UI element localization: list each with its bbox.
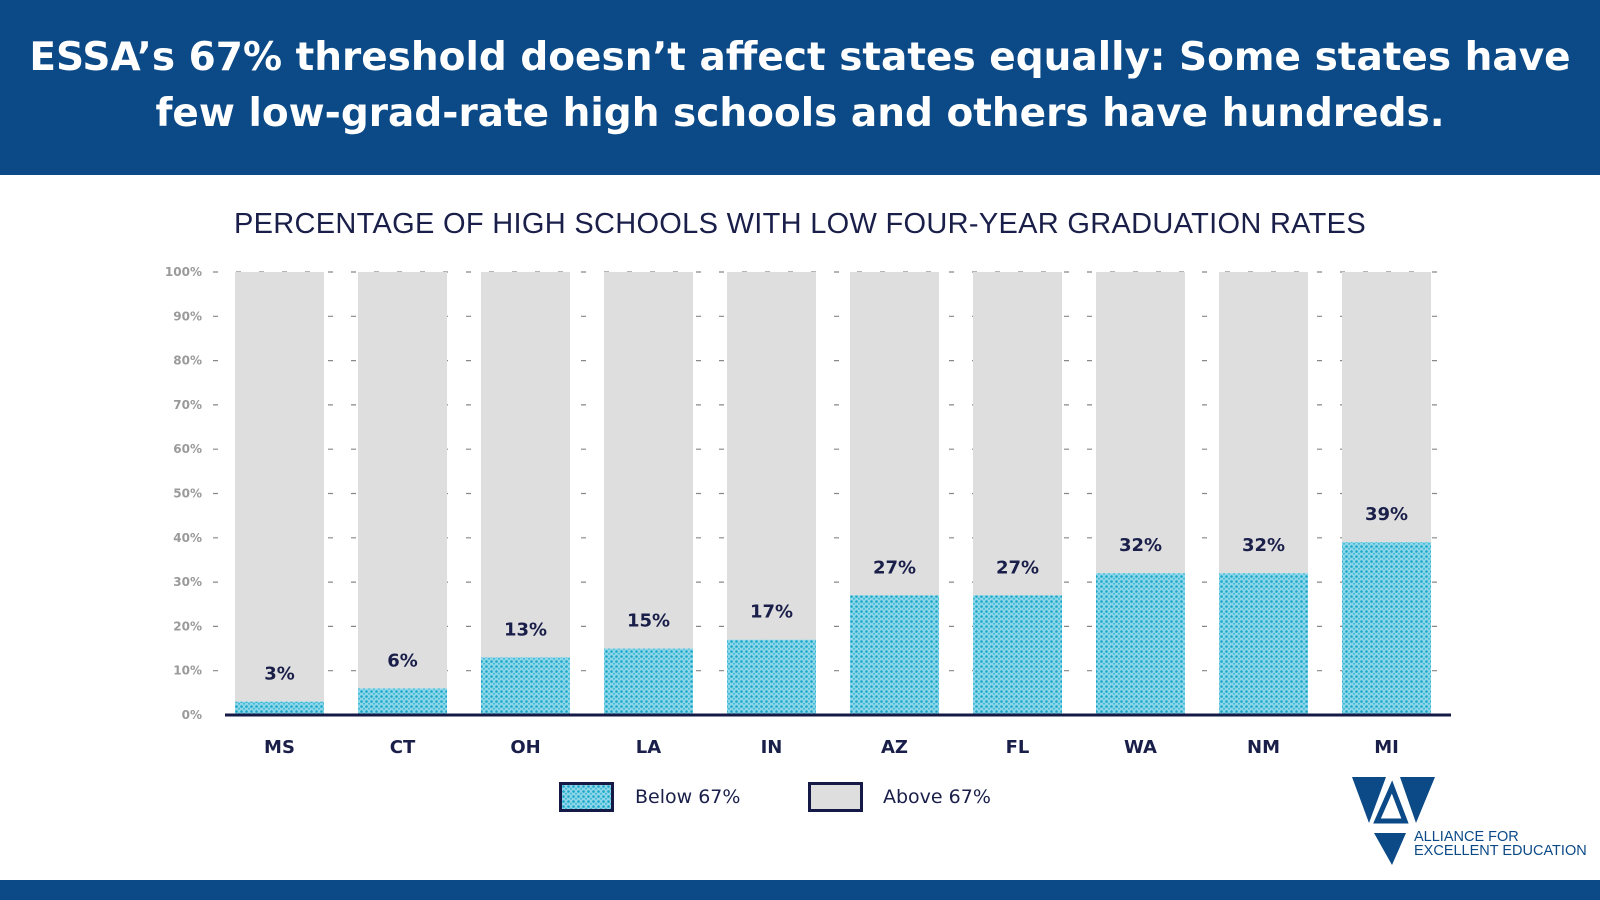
bar-chart: 0% 10% 20% 30% 40% 50% 60% 70% 80% 90% 100% 3% MS 6% C… — [165, 265, 1451, 758]
y-tick-label: 40% — [173, 531, 202, 545]
footer-bar — [0, 880, 1600, 900]
bar-below-67 — [604, 648, 693, 715]
data-label: 32% — [1119, 535, 1162, 556]
data-label: 27% — [996, 557, 1039, 578]
legend-label-below: Below 67% — [635, 786, 741, 808]
data-label: 27% — [873, 557, 916, 578]
bar-above-67 — [1096, 272, 1185, 574]
x-tick-label: AZ — [881, 737, 908, 758]
y-tick-label: 70% — [173, 398, 202, 412]
x-tick-label: LA — [636, 737, 661, 758]
y-tick-label: 10% — [173, 664, 202, 678]
legend: Below 67% Above 67% — [0, 780, 1600, 820]
bar-below-67 — [850, 595, 939, 715]
bar-below-67 — [481, 657, 570, 715]
chart-title: PERCENTAGE OF HIGH SCHOOLS WITH LOW FOUR… — [234, 208, 1366, 240]
y-tick-label: 20% — [173, 619, 202, 633]
x-tick-label: CT — [390, 737, 416, 758]
x-tick-label: OH — [510, 737, 540, 758]
bar-above-67 — [1219, 272, 1308, 574]
bar-below-67 — [1342, 542, 1431, 715]
x-tick-label: FL — [1006, 737, 1030, 758]
header-banner: ESSA’s 67% threshold doesn’t affect stat… — [0, 0, 1600, 175]
y-tick-label: 60% — [173, 442, 202, 456]
y-tick-label: 80% — [173, 354, 202, 368]
x-tick-label: MS — [264, 737, 295, 758]
bar-below-67 — [1219, 573, 1308, 715]
x-tick-label: WA — [1124, 737, 1157, 758]
alliance-logo: ALLIANCE FOR EXCELLENT EDUCATION — [1350, 775, 1590, 879]
logo-text-line-1: ALLIANCE FOR — [1414, 829, 1519, 845]
y-tick-label: 50% — [173, 487, 202, 501]
data-label: 15% — [627, 611, 670, 632]
bar-below-67 — [235, 701, 324, 715]
bar-above-67 — [235, 272, 324, 702]
bar-below-67 — [358, 688, 447, 715]
bar-below-67 — [973, 595, 1062, 715]
x-tick-label: MI — [1374, 737, 1399, 758]
bar-above-67 — [358, 272, 447, 689]
headline-line-1: ESSA’s 67% threshold doesn’t affect stat… — [29, 35, 1571, 80]
data-label: 3% — [264, 664, 295, 685]
legend-label-above: Above 67% — [883, 786, 991, 808]
x-tick-label: NM — [1247, 737, 1280, 758]
x-tick-label: IN — [761, 737, 783, 758]
logo-text-line-2: EXCELLENT EDUCATION — [1414, 843, 1587, 859]
y-tick-label: 0% — [182, 708, 202, 722]
y-tick-label: 30% — [173, 575, 202, 589]
bar-above-67 — [973, 272, 1062, 596]
alliance-logo-mark: ALLIANCE FOR EXCELLENT EDUCATION — [1352, 777, 1587, 865]
legend-swatch-below — [559, 782, 614, 812]
data-label: 17% — [750, 602, 793, 623]
data-label: 6% — [387, 650, 418, 671]
data-label: 32% — [1242, 535, 1285, 556]
bar-above-67 — [727, 272, 816, 640]
bar-above-67 — [604, 272, 693, 649]
bar-above-67 — [1342, 272, 1431, 543]
data-label: 13% — [504, 619, 547, 640]
bar-below-67 — [1096, 573, 1185, 715]
headline-line-2: few low-grad-rate high schools and other… — [155, 91, 1445, 136]
bar-above-67 — [850, 272, 939, 596]
data-label: 39% — [1365, 504, 1408, 525]
bar-above-67 — [481, 272, 570, 658]
legend-swatch-above — [808, 782, 863, 812]
y-tick-label: 90% — [173, 309, 202, 323]
bar-below-67 — [727, 639, 816, 715]
y-tick-label: 100% — [165, 265, 202, 279]
